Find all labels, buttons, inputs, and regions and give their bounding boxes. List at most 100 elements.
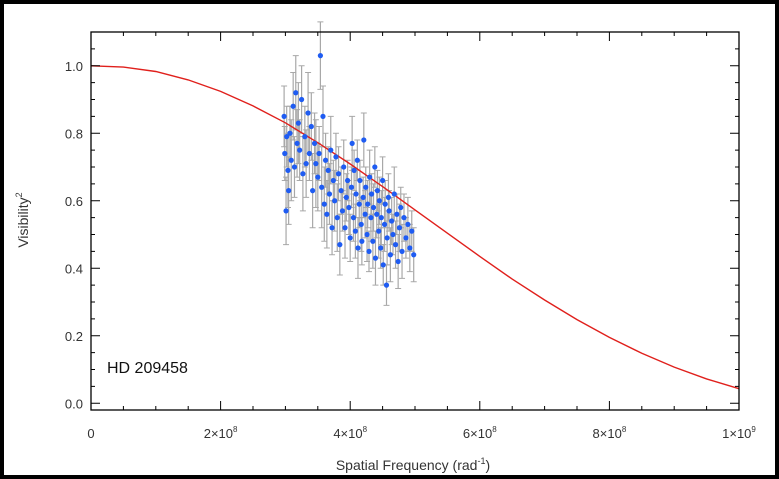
data-point: [345, 177, 351, 184]
x-tick-label: 4×108: [333, 425, 367, 441]
data-point: [395, 258, 401, 265]
data-point: [305, 110, 311, 116]
data-point: [349, 140, 355, 146]
y-tick-label: 0.6: [65, 194, 83, 209]
data-point: [356, 201, 362, 207]
data-point: [342, 225, 348, 231]
data-point: [300, 171, 306, 177]
data-point: [295, 120, 301, 126]
data-point: [348, 184, 355, 190]
y-tick-label: 0.0: [65, 396, 83, 411]
data-point: [322, 157, 329, 163]
data-point: [341, 164, 347, 170]
data-point: [330, 177, 336, 184]
data-point: [302, 134, 308, 140]
y-tick-labels: 0.0 0.2 0.4 0.6 0.8 1.0: [65, 59, 83, 412]
data-point: [350, 215, 357, 221]
data-point: [368, 215, 374, 221]
x-axis-label: Spatial Frequency (rad-1): [336, 456, 490, 473]
y-tick-label: 0.8: [65, 126, 83, 141]
data-point: [386, 208, 392, 214]
data-point: [378, 215, 384, 221]
data-point: [329, 225, 335, 231]
data-point: [328, 147, 334, 153]
data-point: [291, 164, 298, 170]
data-point: [365, 201, 371, 207]
data-point: [380, 177, 386, 184]
data-point: [306, 150, 312, 157]
y-tick-label: 0.4: [65, 261, 83, 276]
data-point: [317, 53, 323, 59]
x-tick-label: 0: [87, 426, 94, 441]
data-point: [299, 96, 305, 103]
data-point: [320, 113, 326, 119]
data-point: [378, 245, 384, 251]
data-point: [359, 238, 365, 244]
data-point: [363, 184, 369, 190]
data-point: [311, 140, 318, 146]
data-point: [334, 215, 340, 221]
x-axis-label-base: Spatial Frequency (rad: [336, 457, 478, 473]
data-point: [403, 235, 409, 241]
data-point: [313, 161, 319, 167]
y-axis-label-sup: 2: [14, 192, 24, 197]
data-point: [284, 134, 290, 140]
data-point: [364, 231, 370, 238]
data-point: [290, 103, 296, 109]
model-layer: [90, 65, 740, 390]
x-tick-labels: 0 2×108 4×108 6×108 8×108 1×109: [87, 425, 756, 441]
data-point: [335, 171, 342, 177]
data-point: [394, 211, 400, 217]
data-point: [368, 191, 375, 197]
data-point: [382, 201, 388, 207]
data-point: [308, 123, 314, 130]
data-point: [316, 150, 322, 157]
data-point: [357, 177, 363, 184]
x-tick-label: 6×108: [463, 425, 497, 441]
data-point: [326, 191, 333, 197]
data-point: [285, 167, 291, 173]
data-point: [286, 188, 292, 194]
data-point: [409, 228, 415, 234]
data-point: [282, 150, 288, 157]
data-point: [358, 221, 364, 227]
data-point: [398, 204, 404, 211]
data-point: [283, 208, 289, 214]
data-point: [390, 231, 396, 238]
data-point: [381, 221, 388, 227]
data-point: [372, 164, 378, 170]
data-point: [339, 208, 346, 214]
x-axis-label-sup: -1: [477, 456, 485, 466]
y-tick-label: 1.0: [65, 59, 83, 74]
data-point: [389, 218, 395, 224]
visibility-chart: 0.0 0.2 0.4 0.6 0.8 1.0 0 2×108 4×108 6×108 8×108…: [14, 21, 756, 473]
data-point: [324, 211, 330, 217]
points-layer: [281, 53, 417, 288]
data-point: [361, 137, 367, 143]
data-point: [343, 194, 349, 200]
data-point: [297, 147, 303, 153]
y-axis-label: Visibility2: [14, 192, 31, 247]
data-point: [385, 194, 392, 200]
figure: 0.0 0.2 0.4 0.6 0.8 1.0 0 2×108 4×108 6×108 8×108…: [4, 4, 775, 475]
data-point: [362, 211, 368, 217]
data-point: [333, 154, 339, 160]
data-point: [370, 238, 376, 244]
data-point: [399, 248, 405, 254]
data-point: [288, 157, 294, 163]
data-point: [372, 255, 379, 261]
data-point: [367, 174, 373, 180]
data-point: [374, 211, 380, 217]
data-point: [287, 130, 293, 136]
data-point: [321, 201, 327, 207]
data-point: [380, 262, 386, 268]
data-point: [384, 235, 390, 241]
model-curve: [90, 65, 740, 390]
data-point: [360, 194, 366, 200]
data-point: [401, 215, 407, 221]
x-tick-label: 2×108: [204, 425, 238, 441]
data-point: [387, 252, 393, 258]
data-point: [310, 188, 316, 194]
star-annotation: HD 209458: [107, 360, 188, 377]
x-tick-label: 8×108: [593, 425, 627, 441]
